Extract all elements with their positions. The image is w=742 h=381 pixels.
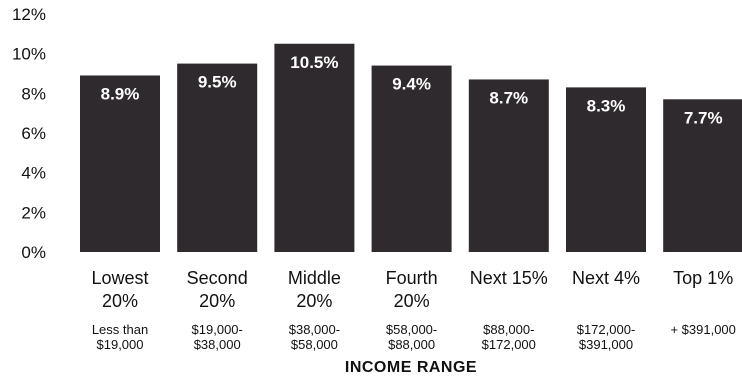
y-tick-label: 2% xyxy=(21,203,46,222)
data-label: 10.5% xyxy=(290,53,338,72)
y-tick-label: 0% xyxy=(21,243,46,262)
income-range-label: $58,000- xyxy=(386,322,437,337)
bar xyxy=(371,65,452,252)
y-tick-label: 12% xyxy=(12,5,46,24)
income-range-label: $38,000 xyxy=(194,337,241,352)
x-axis-label: INCOME RANGE xyxy=(345,359,477,376)
data-label: 9.4% xyxy=(392,75,431,94)
income-range-label: $172,000- xyxy=(577,322,636,337)
y-tick-label: 4% xyxy=(21,164,46,183)
data-label: 9.5% xyxy=(198,73,237,92)
income-range-label: $88,000- xyxy=(483,322,534,337)
bar xyxy=(566,87,646,252)
data-label: 8.3% xyxy=(587,96,626,115)
bar xyxy=(80,75,160,252)
x-tick-label: Next 4% xyxy=(572,268,640,288)
y-tick-label: 6% xyxy=(21,124,46,143)
y-tick-label: 8% xyxy=(21,84,46,103)
income-range-label: $172,000 xyxy=(482,337,536,352)
bar xyxy=(468,79,549,252)
x-tick-label: Next 15% xyxy=(470,268,548,288)
data-label: 8.7% xyxy=(489,88,528,107)
income-range-label: + $391,000 xyxy=(670,322,735,337)
x-axis-categories: Lowest 20% Less than$19,000 Second 20% $19,00… xyxy=(91,268,735,352)
y-axis: 0% 2% 4% 6% 8% 10% 12% xyxy=(12,5,46,262)
x-tick-label: 20% xyxy=(199,291,235,311)
income-range-label: $391,000 xyxy=(579,337,633,352)
income-range-label: $58,000 xyxy=(291,337,338,352)
x-tick-label: 20% xyxy=(394,291,430,311)
income-range-label: $38,000- xyxy=(289,322,340,337)
income-range-label: $19,000- xyxy=(192,322,243,337)
x-tick-label: Lowest xyxy=(91,268,148,288)
data-label: 7.7% xyxy=(684,108,723,127)
y-tick-label: 10% xyxy=(12,45,46,64)
x-tick-label: Top 1% xyxy=(673,268,733,288)
bars: 8.9% 9.5% 10.5% 9.4% 8.7% 8.3% 7.7% xyxy=(80,43,742,253)
data-label: 8.9% xyxy=(101,84,140,103)
income-range-label: $19,000 xyxy=(97,337,144,352)
bar xyxy=(663,99,742,253)
x-tick-label: 20% xyxy=(102,291,138,311)
bar xyxy=(274,43,355,252)
x-tick-label: Second xyxy=(187,268,248,288)
bar xyxy=(177,63,258,253)
income-range-label: $88,000 xyxy=(388,337,435,352)
x-tick-label: Fourth xyxy=(386,268,438,288)
income-range-label: Less than xyxy=(92,322,148,337)
x-tick-label: 20% xyxy=(296,291,332,311)
x-tick-label: Middle xyxy=(288,268,341,288)
